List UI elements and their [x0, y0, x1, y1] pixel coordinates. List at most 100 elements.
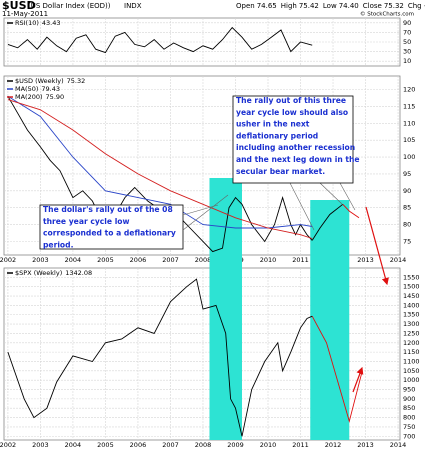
y-tick-label: 1450 — [403, 292, 420, 300]
highlight-band — [310, 200, 350, 440]
x-tick-label: 2007 — [162, 441, 179, 449]
credit: © StockCharts.com — [360, 11, 414, 18]
quote-text: Chg — [408, 2, 422, 10]
symbol: $USD — [2, 0, 36, 12]
series-line — [7, 278, 313, 437]
y-tick-label: 1150 — [403, 348, 420, 356]
y-tick-label: 70 — [403, 28, 411, 36]
y-tick-label: 1050 — [403, 367, 420, 375]
annotation-text: deflationary period — [236, 131, 318, 140]
legend-label: $SPX (Weekly) — [15, 269, 62, 277]
y-tick-label: 100 — [403, 153, 415, 161]
legend-value: 75.90 — [46, 93, 65, 101]
x-tick-label: 2003 — [32, 256, 49, 264]
x-tick-label: 2008 — [195, 256, 212, 264]
legend-value: 1342.08 — [65, 269, 92, 277]
x-tick-label: 2011 — [292, 441, 309, 449]
x-tick-label: 2004 — [65, 256, 82, 264]
projection-line — [311, 203, 344, 241]
y-tick-label: 1200 — [403, 339, 420, 347]
x-tick-label: 2014 — [390, 441, 407, 449]
y-tick-label: 115 — [403, 102, 415, 110]
y-tick-label: 50 — [403, 38, 411, 46]
x-tick-label: 2005 — [97, 256, 114, 264]
y-tick-label: 800 — [403, 414, 415, 422]
quote-text: +0.41 (+0.55%) — [424, 2, 425, 10]
quote-text: Low — [323, 2, 337, 10]
y-tick-label: 750 — [403, 423, 415, 431]
legend-value: 43.43 — [42, 19, 61, 27]
projection-line — [311, 315, 363, 424]
legend-label: $USD (Weekly) — [15, 77, 64, 85]
x-tick-label: 2012 — [325, 441, 342, 449]
quote-text: Close — [363, 2, 382, 10]
x-tick-label: 2006 — [130, 441, 147, 449]
x-tick-label: 2010 — [260, 256, 277, 264]
legend-label: MA(200) — [15, 93, 43, 101]
x-tick-label: 2013 — [357, 441, 374, 449]
y-tick-label: 1500 — [403, 283, 420, 291]
y-tick-label: 90 — [403, 187, 411, 195]
y-tick-label: 1300 — [403, 320, 420, 328]
annotation-text: three year cycle low — [43, 217, 130, 226]
y-tick-label: 85 — [403, 204, 411, 212]
x-tick-label: 2002 — [0, 256, 16, 264]
annotation-text: and the next leg down in the — [236, 155, 360, 164]
quote-text: 75.42 — [299, 2, 319, 10]
y-tick-label: 950 — [403, 386, 415, 394]
projection-arrow — [352, 366, 364, 393]
annotation-text: secular bear market. — [236, 167, 325, 176]
y-tick-label: 120 — [403, 86, 415, 94]
date: 11-May-2011 — [2, 10, 48, 18]
y-tick-label: 75 — [403, 237, 411, 245]
x-tick-label: 2007 — [162, 256, 179, 264]
legend-value: 79.43 — [41, 85, 60, 93]
annotation-text: period. — [43, 240, 74, 249]
y-tick-label: 90 — [403, 19, 411, 27]
quote-text: High — [281, 2, 297, 10]
annotation-text: including another recession — [236, 143, 355, 152]
panel-frame — [3, 267, 401, 441]
quote-text: 75.32 — [384, 2, 404, 10]
annotation-text: year cycle low should also — [236, 108, 348, 117]
y-tick-label: 1000 — [403, 376, 420, 384]
x-tick-label: 2011 — [292, 256, 309, 264]
y-tick-label: 700 — [403, 432, 415, 440]
quote-text: 74.65 — [257, 2, 277, 10]
legend-value: 75.32 — [67, 77, 86, 85]
x-tick-label: 2010 — [260, 441, 277, 449]
y-tick-label: 110 — [403, 119, 415, 127]
header: $USD (US Dollar Index (EOD)) INDX 11-May… — [2, 0, 425, 18]
legend-label: RSI(10) — [15, 19, 39, 27]
annotation-text: corresponded to a deflationary — [43, 229, 176, 238]
x-tick-label: 2008 — [195, 441, 212, 449]
series-line — [7, 99, 313, 239]
pointer-lines — [182, 182, 356, 231]
x-tick-label: 2005 — [97, 441, 114, 449]
annotation-text: The dollar's rally out of the 08 — [43, 205, 173, 214]
y-tick-label: 30 — [403, 48, 411, 56]
y-tick-label: 1550 — [403, 273, 420, 281]
y-tick-label: 900 — [403, 395, 415, 403]
quote-text: 74.40 — [339, 2, 359, 10]
projection-line — [342, 203, 360, 219]
series-line — [7, 26, 313, 54]
quote-text: Open — [236, 2, 255, 10]
highlight-band — [209, 178, 242, 440]
x-tick-label: 2006 — [130, 256, 147, 264]
y-tick-label: 1400 — [403, 301, 420, 309]
y-tick-label: 850 — [403, 404, 415, 412]
y-tick-label: 1250 — [403, 329, 420, 337]
exchange: INDX — [124, 2, 142, 10]
series-line — [7, 95, 313, 229]
x-tick-label: 2014 — [390, 256, 407, 264]
panel-frame — [3, 75, 401, 256]
annotation-text: The rally out of this three — [236, 96, 346, 105]
index-name: (US Dollar Index (EOD)) — [28, 2, 111, 10]
y-tick-label: 95 — [403, 170, 411, 178]
annotation-text: usher in the next — [236, 120, 310, 129]
y-tick-label: 1100 — [403, 357, 420, 365]
x-tick-label: 2002 — [0, 441, 16, 449]
x-tick-label: 2013 — [357, 256, 374, 264]
